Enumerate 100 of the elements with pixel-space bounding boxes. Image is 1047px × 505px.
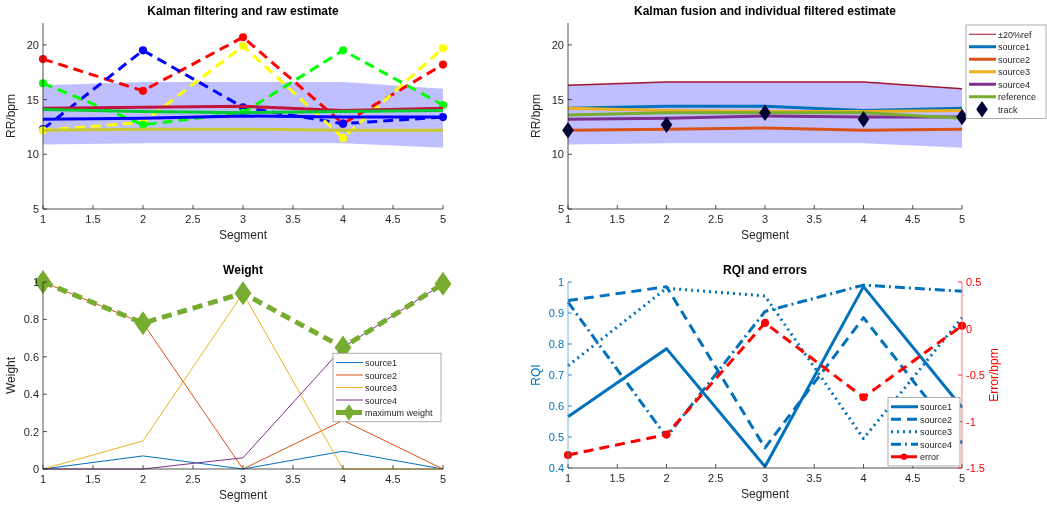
legend-label: reference [998, 92, 1037, 103]
y-tick-label: 15 [551, 93, 564, 106]
y-tick-label: 0.6 [548, 400, 564, 412]
x-tick-label: 1.5 [85, 213, 101, 225]
point [238, 33, 248, 42]
y-tick-label: 0.9 [548, 307, 564, 319]
legend-label: ±20%ref [998, 29, 1032, 40]
legend-label: source1 [998, 42, 1031, 53]
x-axis-title: Segment [740, 487, 790, 501]
x-tick-label: 5 [439, 473, 447, 485]
y2-tick-label: 0 [966, 322, 973, 335]
y-tick-label: 0 [32, 463, 39, 475]
point [134, 311, 152, 336]
legend-label: source2 [998, 54, 1031, 65]
x-tick-label: 4 [339, 213, 347, 225]
x-tick-label: 1.5 [609, 472, 625, 484]
x-tick-label: 4 [339, 473, 347, 485]
y-tick-label: 1 [32, 276, 39, 288]
y2-tick-label: -1.5 [966, 462, 985, 474]
x-tick-label: 2 [139, 473, 147, 485]
x-tick-label: 3.5 [285, 213, 301, 225]
x-tick-label: 3 [761, 472, 769, 484]
point [138, 46, 148, 55]
y-tick-label: 0.4 [548, 462, 564, 474]
legend-label: source1 [920, 402, 953, 413]
point [434, 271, 452, 296]
y-tick-label: 5 [32, 203, 39, 215]
legend-label: source1 [365, 358, 398, 368]
x-tick-label: 3 [239, 213, 247, 225]
y-tick-label: 0.5 [548, 431, 564, 443]
legend-label: source3 [920, 427, 953, 438]
y-tick-label: 0.6 [23, 350, 39, 363]
legend-label: maximum weight [365, 408, 434, 418]
legend-label: source2 [920, 414, 953, 425]
legend-label: source2 [365, 370, 398, 381]
x-tick-label: 4 [860, 213, 867, 225]
point [238, 41, 248, 51]
legend-label: source3 [998, 67, 1031, 78]
x-tick-label: 5 [958, 472, 966, 484]
x-tick-label: 3.5 [285, 473, 301, 485]
y-tick-label: 0.8 [23, 313, 39, 326]
y-tick-label: 20 [551, 38, 564, 51]
x-tick-label: 4.5 [385, 473, 401, 485]
x-tick-label: 5 [958, 213, 966, 225]
x-tick-label: 2 [139, 213, 147, 225]
point [438, 101, 448, 110]
point [438, 60, 448, 69]
x-tick-label: 3.5 [806, 213, 822, 225]
y-tick-label: 10 [551, 148, 564, 161]
x-tick-label: 3 [761, 213, 769, 225]
x-tick-label: 4.5 [385, 213, 401, 225]
point [760, 318, 770, 327]
x-tick-label: 5 [439, 213, 447, 225]
x-tick-label: 2.5 [185, 213, 201, 225]
y2-tick-label: 0.5 [966, 276, 982, 288]
legend-label: error [920, 452, 940, 463]
y-axis-title: RQI [529, 364, 543, 386]
legend-label: source4 [920, 439, 953, 450]
point [857, 111, 870, 128]
chart-title: Weight [223, 263, 263, 277]
x-tick-label: 2.5 [185, 473, 201, 485]
x-tick-label: 2.5 [708, 472, 724, 484]
x-tick-label: 4 [860, 472, 867, 484]
legend-label: track [998, 104, 1018, 115]
point [660, 116, 673, 133]
y-tick-label: 1 [557, 276, 564, 288]
point [759, 104, 771, 121]
y-tick-label: 0.7 [548, 369, 564, 381]
point [338, 46, 348, 55]
chart-title: RQI and errors [722, 263, 808, 277]
point [438, 44, 448, 53]
x-tick-label: 3 [239, 473, 247, 485]
y2-tick-label: -0.5 [966, 369, 985, 381]
x-tick-label: 1.5 [609, 213, 625, 225]
y-tick-label: 10 [26, 148, 39, 161]
y-tick-label: 15 [26, 93, 39, 106]
x-tick-label: 2 [663, 213, 670, 225]
legend-label: source4 [365, 395, 398, 406]
chart-title: Kalman fusion and individual filtered estimate [633, 4, 897, 18]
x-tick-label: 2 [663, 472, 670, 484]
y2-tick-label: -1 [966, 415, 976, 428]
y-tick-label: 0.2 [23, 425, 39, 438]
point [662, 430, 671, 439]
point [138, 86, 148, 95]
x-tick-label: 1.5 [85, 473, 101, 485]
legend-label: source4 [998, 79, 1031, 90]
x-tick-label: 2.5 [708, 213, 724, 225]
y2-axis-title: Error/bpm [987, 348, 1001, 402]
point [338, 133, 348, 142]
chart-title: Kalman filtering and raw estimate [147, 4, 340, 18]
y-axis-title: Weight [4, 356, 18, 395]
point [234, 281, 252, 306]
y-tick-label: 0.4 [23, 388, 39, 401]
y-tick-label: 20 [26, 38, 39, 51]
legend-label: source3 [365, 383, 398, 393]
y-tick-label: 5 [557, 203, 564, 215]
x-tick-label: 4.5 [905, 213, 921, 225]
y-axis-title: RR/bpm [529, 93, 543, 139]
x-tick-label: 4.5 [905, 472, 921, 484]
y-axis-title: RR/bpm [4, 93, 18, 139]
